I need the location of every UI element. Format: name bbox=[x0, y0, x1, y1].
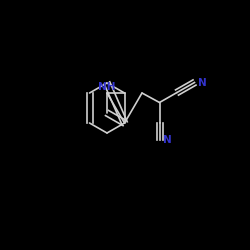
Text: N: N bbox=[163, 135, 172, 145]
Text: N: N bbox=[198, 78, 207, 88]
Text: NH: NH bbox=[98, 82, 116, 92]
